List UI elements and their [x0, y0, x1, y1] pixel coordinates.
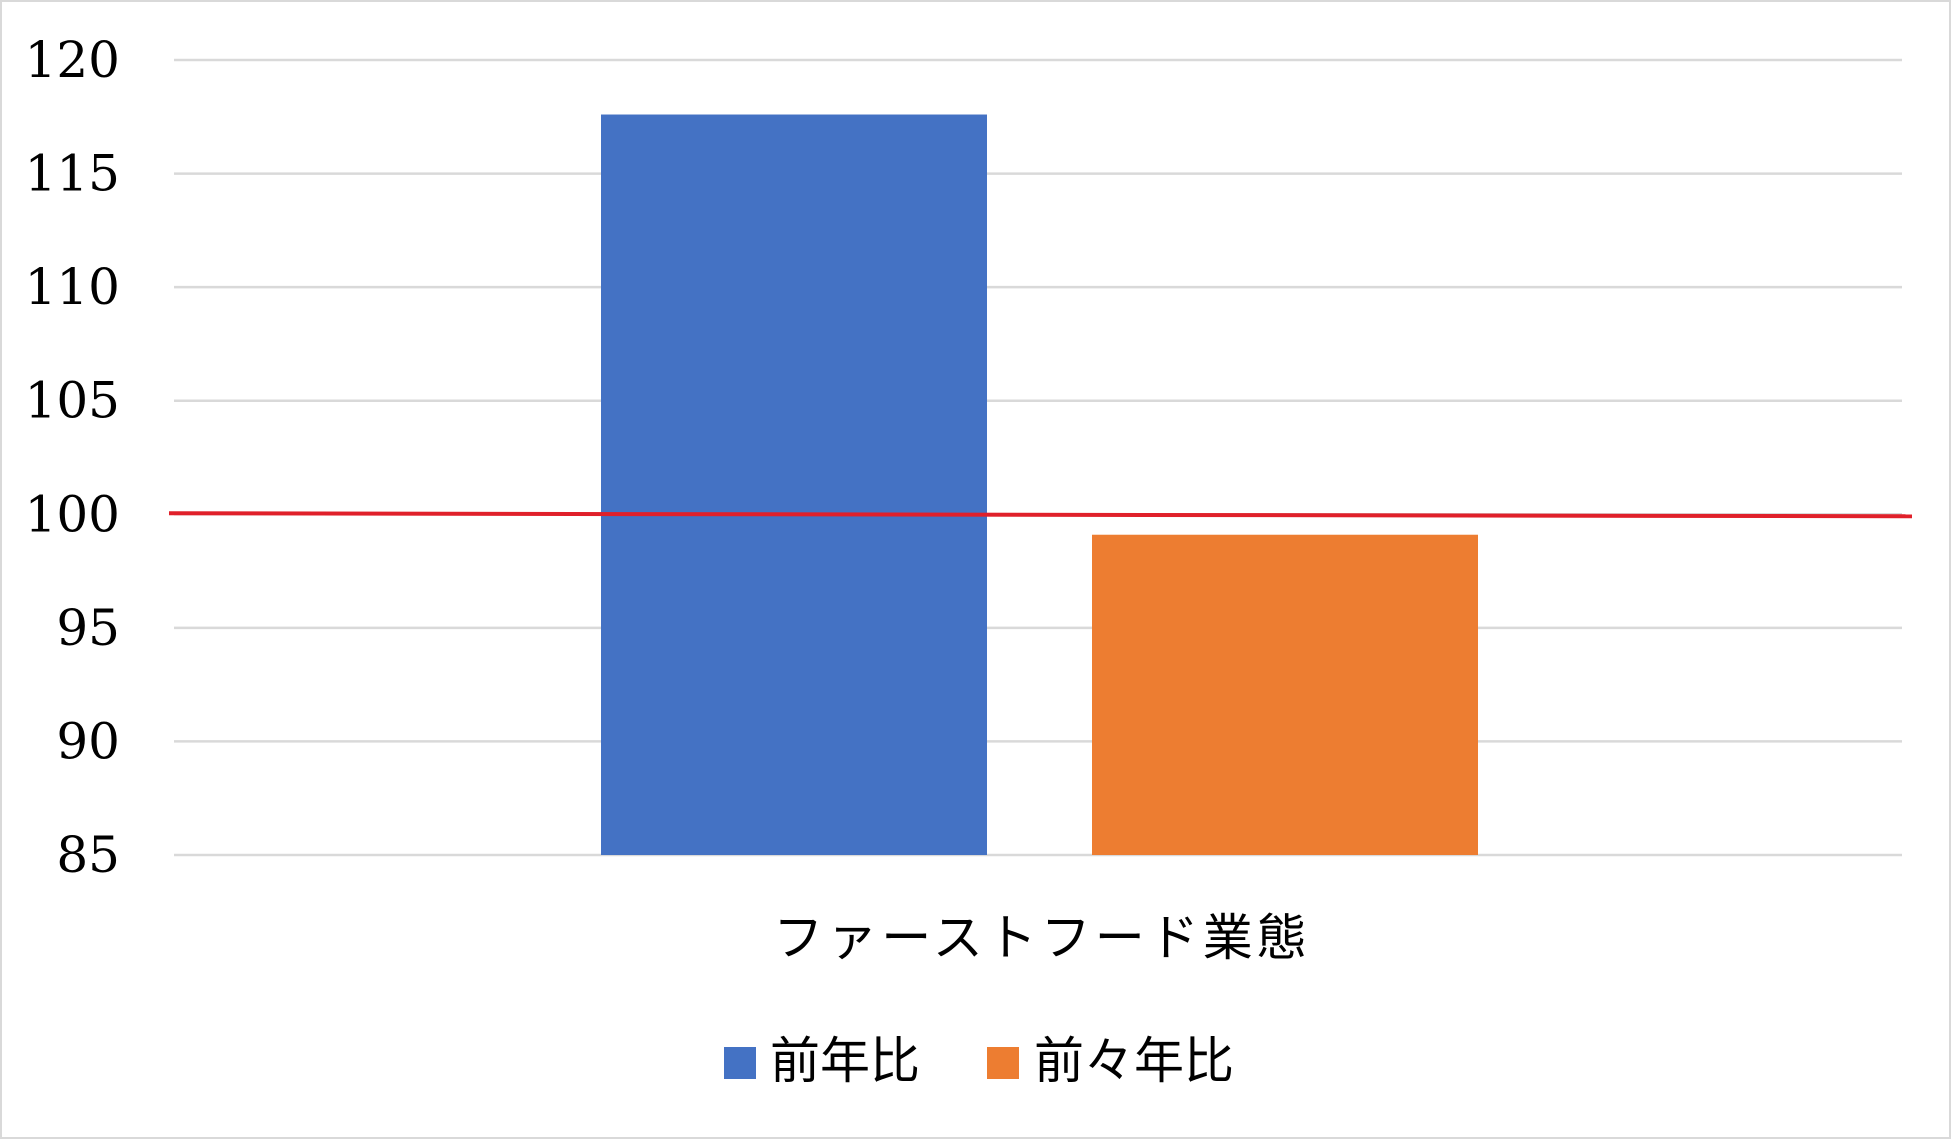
reference-line-group: [168, 511, 1913, 519]
reference-line: [168, 511, 1913, 519]
gridlines: [174, 58, 1902, 857]
y-axis-tick-labels: 85 90 95 100 105 110 115 120: [25, 31, 120, 884]
y-tick-label: 110: [25, 258, 120, 316]
y-tick-label: 95: [56, 599, 120, 657]
y-tick-label: 105: [25, 372, 120, 430]
x-category-label: ファーストフード業態: [773, 909, 1311, 967]
y-tick-label: 100: [25, 485, 120, 543]
bar-two-years-prior: [1092, 534, 1478, 855]
legend-swatch: [987, 1047, 1019, 1079]
y-tick-label: 85: [56, 826, 120, 884]
legend-label: 前年比: [770, 1032, 920, 1090]
y-tick-label: 120: [25, 31, 120, 89]
y-tick-label: 90: [56, 712, 120, 770]
x-axis-category-labels: ファーストフード業態: [773, 909, 1311, 967]
bars: [601, 114, 1478, 855]
bar-previous-year: [601, 114, 987, 855]
y-tick-label: 115: [25, 145, 120, 203]
legend: 前年比 前々年比: [724, 1032, 1234, 1090]
legend-swatch: [724, 1047, 756, 1079]
legend-label: 前々年比: [1034, 1032, 1234, 1090]
